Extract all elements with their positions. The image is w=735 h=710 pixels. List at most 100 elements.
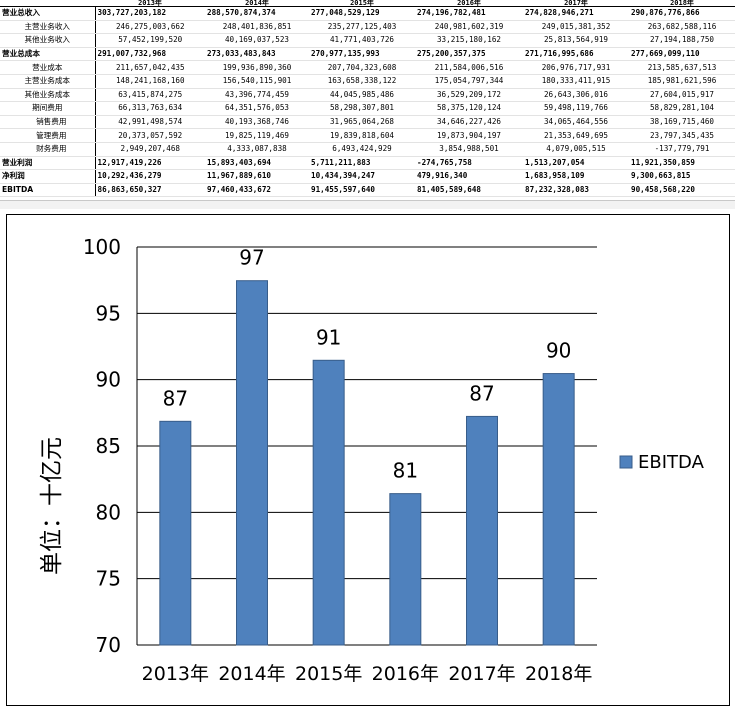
- table-row: 期间费用 66,313,763,634 64,351,576,053 58,298,3…: [0, 101, 735, 116]
- row-label: EBITDA: [0, 183, 96, 198]
- table-cell: 86,863,650,327: [95, 183, 205, 198]
- year-header: 2016年: [415, 0, 523, 7]
- table-cell: 1,513,207,054: [523, 155, 629, 171]
- table-cell: 36,529,209,172: [415, 88, 523, 103]
- row-label: 营业总收入: [0, 6, 96, 21]
- table-cell: 66,313,763,634: [95, 101, 205, 116]
- bar-ebitda: [542, 373, 575, 646]
- row-label: 其他业务成本: [0, 88, 96, 103]
- x-tick-label: 2015年: [295, 663, 362, 685]
- year-header: 2014年: [205, 0, 309, 7]
- x-tick-label: 2014年: [218, 663, 285, 685]
- table-cell: 63,415,874,275: [95, 88, 205, 103]
- table-cell: 156,540,115,901: [205, 74, 309, 89]
- table-cell: 270,977,135,993: [309, 47, 415, 62]
- table-cell: 4,079,005,515: [523, 142, 629, 157]
- table-cell: 81,405,589,648: [415, 183, 523, 198]
- legend-label: EBITDA: [638, 452, 705, 473]
- table-row: 主营业务成本 148,241,168,160 156,540,115,901 163,…: [0, 74, 735, 89]
- table-cell: 211,657,042,435: [95, 60, 205, 75]
- table-row: 营业总收入 303,727,203,182 288,570,874,374 277,0…: [0, 6, 735, 21]
- table-cell: 6,493,424,929: [309, 142, 415, 157]
- bar-ebitda: [159, 420, 192, 646]
- table-row: 财务费用 2,949,207,468 4,333,087,838 6,493,424,…: [0, 142, 735, 157]
- row-label: 营业成本: [0, 60, 96, 75]
- table-cell: 19,825,119,469: [205, 128, 309, 143]
- bar-ebitda: [466, 415, 498, 646]
- table-cell: -274,765,758: [415, 155, 523, 171]
- table-row: 营业总成本 291,007,732,968 273,033,483,843 270,9…: [0, 47, 735, 62]
- x-tick-label: 2017年: [448, 663, 515, 685]
- row-label: 主营业务收入: [0, 20, 96, 35]
- table-cell: 3,854,988,501: [415, 142, 523, 157]
- table-cell: 12,917,419,226: [95, 155, 205, 171]
- y-tick-label: 100: [83, 235, 121, 259]
- table-row: 营业利润 12,917,419,226 15,893,403,694 5,711,21…: [0, 155, 735, 171]
- table-cell: 43,396,774,459: [205, 88, 309, 103]
- data-label: 90: [546, 339, 571, 363]
- table-cell: 277,048,529,129: [309, 6, 415, 21]
- sheet-scroll-edge: [0, 200, 735, 209]
- table-cell: 240,981,602,319: [415, 20, 523, 35]
- x-tick-label: 2013年: [142, 663, 209, 685]
- chart-canvas: 70 75 80 85 90 95 100 87 2013年 97 2014年 91 2015年 81 20…: [39, 235, 705, 685]
- table-cell: 11,921,350,859: [629, 155, 735, 171]
- table-cell: 303,727,203,182: [95, 6, 205, 21]
- table-cell: 23,797,345,435: [629, 128, 735, 143]
- table-row: 管理费用 20,373,057,592 19,825,119,469 19,839,8…: [0, 128, 735, 143]
- financial-table: 2013年 2014年 2015年 2016年 2017年 2018年 营业总收入 303,7…: [0, 0, 735, 198]
- table-cell: 10,434,394,247: [309, 169, 415, 184]
- table-cell: 20,373,057,592: [95, 128, 205, 143]
- table-cell: 180,333,411,915: [523, 74, 629, 89]
- table-cell: 11,967,889,610: [205, 169, 309, 184]
- year-header: 2015年: [309, 0, 415, 7]
- row-label: 财务费用: [0, 142, 96, 157]
- table-cell: 58,375,120,124: [415, 101, 523, 116]
- table-cell: 274,196,782,481: [415, 6, 523, 21]
- table-cell: 15,893,403,694: [205, 155, 309, 171]
- table-cell: 288,570,874,374: [205, 6, 309, 21]
- table-cell: 235,277,125,403: [309, 20, 415, 35]
- table-cell: 26,643,306,016: [523, 88, 629, 103]
- table-row: 营业成本 211,657,042,435 199,936,890,360 207,70…: [0, 60, 735, 75]
- table-cell: 263,682,588,116: [629, 20, 735, 35]
- year-header: 2017年: [523, 0, 629, 7]
- table-row: 主营业务收入 246,275,003,662 248,401,836,851 235,…: [0, 20, 735, 35]
- table-cell: 4,333,087,838: [205, 142, 309, 157]
- table-cell: 40,169,037,523: [205, 33, 309, 48]
- row-label: 其他业务收入: [0, 33, 96, 48]
- table-cell: 21,353,649,695: [523, 128, 629, 143]
- table-row: EBITDA 86,863,650,327 97,460,433,672 91,455…: [0, 183, 735, 198]
- table-cell: 91,455,597,640: [309, 183, 415, 198]
- y-tick-label: 75: [96, 567, 121, 591]
- table-cell: 38,169,715,460: [629, 115, 735, 130]
- table-row: 销售费用 42,991,498,574 40,193,368,746 31,965,0…: [0, 115, 735, 130]
- table-cell: 58,829,281,104: [629, 101, 735, 116]
- table-cell: -137,779,791: [629, 142, 735, 157]
- table-row: 净利润 10,292,436,279 11,967,889,610 10,434,39…: [0, 169, 735, 184]
- table-cell: 148,241,168,160: [95, 74, 205, 89]
- x-tick-label: 2018年: [525, 663, 592, 685]
- table-cell: 211,584,006,516: [415, 60, 523, 75]
- table-cell: 58,298,307,801: [309, 101, 415, 116]
- row-label: 管理费用: [0, 128, 96, 143]
- data-label: 97: [239, 246, 264, 270]
- table-cell: 5,711,211,883: [309, 155, 415, 171]
- table-header-row: 2013年 2014年 2015年 2016年 2017年 2018年: [0, 0, 735, 7]
- table-cell: 199,936,890,360: [205, 60, 309, 75]
- row-label: 销售费用: [0, 115, 96, 130]
- year-header: 2013年: [95, 0, 205, 7]
- year-header: 2018年: [629, 0, 735, 7]
- data-label: 81: [393, 459, 418, 483]
- table-cell: 57,452,199,520: [95, 33, 205, 48]
- table-cell: 1,683,958,109: [523, 169, 629, 184]
- row-label: 营业利润: [0, 155, 96, 171]
- table-cell: 274,828,946,271: [523, 6, 629, 21]
- table-cell: 207,704,323,608: [309, 60, 415, 75]
- row-label: 主营业务成本: [0, 74, 96, 89]
- table-cell: 246,275,003,662: [95, 20, 205, 35]
- y-tick-label: 70: [96, 633, 121, 657]
- table-cell: 249,015,381,352: [523, 20, 629, 35]
- bar-ebitda: [236, 280, 268, 646]
- row-label: 营业总成本: [0, 47, 96, 62]
